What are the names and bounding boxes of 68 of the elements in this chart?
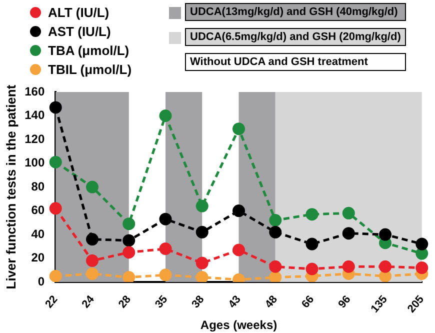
point <box>49 270 62 282</box>
legend-label: AST (IU/L) <box>48 23 111 41</box>
point <box>342 227 355 240</box>
point <box>122 234 136 247</box>
y-tick-label: 80 <box>31 179 45 194</box>
legend-label: TBA (μmol/L) <box>48 42 130 60</box>
point <box>269 271 282 282</box>
point <box>232 204 246 218</box>
point <box>416 238 428 250</box>
x-axis-title: Ages (weeks) <box>200 318 278 332</box>
legend-label: TBIL (μmol/L) <box>48 61 132 79</box>
point <box>306 238 318 250</box>
legend-label: UDCA(6.5mg/kg/d) and GSH (20mg/kg/d) <box>185 28 406 46</box>
point <box>122 271 136 282</box>
x-tick-label: 24 <box>80 292 98 311</box>
point <box>416 262 428 274</box>
point <box>159 242 172 256</box>
x-tick-label: 66 <box>300 293 317 311</box>
point <box>159 212 172 226</box>
point <box>49 156 62 168</box>
legend-label: ALT (IU/L) <box>48 4 110 22</box>
y-tick-label: 140 <box>24 108 45 122</box>
point <box>416 247 428 260</box>
text: Without UDCA and GSH treatment <box>185 53 406 71</box>
point <box>342 206 355 220</box>
point <box>86 254 98 267</box>
point <box>196 200 208 212</box>
point <box>49 202 62 215</box>
x-tick-label: 48 <box>262 293 280 311</box>
x-tick-label: 22 <box>43 293 60 311</box>
point <box>49 101 62 114</box>
point <box>196 226 208 238</box>
point <box>306 262 318 276</box>
point <box>269 260 282 273</box>
x-tick-label: 205 <box>406 293 427 316</box>
y-axis-title: Liver function tests in the patient <box>3 84 18 290</box>
point <box>306 208 318 221</box>
point <box>196 256 208 270</box>
y-tick-label: 0 <box>38 274 45 288</box>
y-tick-label: 120 <box>24 132 45 146</box>
x-tick-label: 35 <box>153 293 170 311</box>
point <box>86 233 98 246</box>
point <box>86 180 98 194</box>
point <box>196 271 208 282</box>
point <box>379 228 392 241</box>
point <box>86 267 98 280</box>
point <box>342 260 355 273</box>
point <box>379 260 392 273</box>
point <box>122 246 136 259</box>
point <box>159 110 172 122</box>
x-tick-label: 28 <box>116 293 134 311</box>
y-tick-label: 60 <box>31 203 45 218</box>
y-tick-label: 40 <box>31 226 45 241</box>
y-tick-label: 160 <box>24 84 45 98</box>
legend-label: UDCA(13mg/kg/d) and GSH (40mg/kg/d) <box>185 3 406 21</box>
x-tick-label: 96 <box>336 293 354 311</box>
point <box>232 122 246 136</box>
point <box>159 268 172 282</box>
x-tick-label: 43 <box>226 293 244 311</box>
point <box>269 214 282 227</box>
x-tick-label: 38 <box>190 293 207 311</box>
point <box>232 244 246 256</box>
y-tick-label: 100 <box>24 156 45 170</box>
x-tick-label: 135 <box>368 293 390 316</box>
point <box>122 218 136 230</box>
point <box>379 270 392 282</box>
point <box>269 226 282 238</box>
y-tick-label: 20 <box>31 250 45 265</box>
